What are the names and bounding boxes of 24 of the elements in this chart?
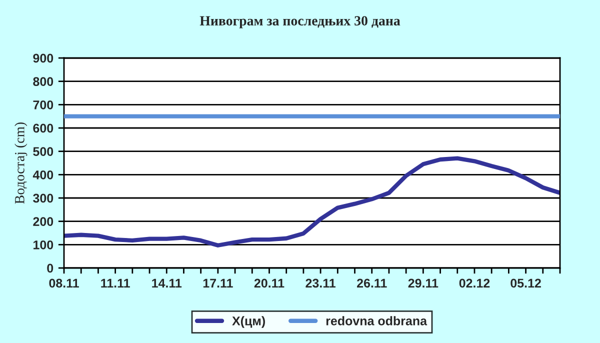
x-tick-label: 26.11 [357,278,387,288]
y-tick-label: 500 [33,147,54,156]
y-tick-label: 900 [33,54,54,63]
chart-title: Нивограм за последњих 30 дана [200,16,400,28]
y-axis-title: Водостај (cm) [14,122,28,204]
y-tick-label: 400 [32,170,54,180]
y-tick-label: 300 [33,194,54,203]
y-tick-label: 800 [33,77,54,86]
x-tick-label: 23.11 [306,278,336,288]
x-tick-label: 17.11 [203,278,233,288]
x-tick-label: 05.12 [510,278,541,288]
x-tick-label: 11.11 [101,278,130,288]
y-tick-label: 0 [47,264,54,273]
x-tick-label: 08.11 [49,278,79,288]
y-tick-label: 600 [33,124,54,133]
x-tick-label: 20.11 [254,278,284,288]
legend-label: X(цм) [232,316,265,328]
x-tick-label: 29.11 [408,278,438,288]
x-tick-label: 02.12 [459,278,490,288]
x-tick-label: 14.11 [152,278,182,288]
y-tick-label: 100 [34,240,54,250]
legend-label: redovna odbrana [326,316,428,326]
y-tick-label: 700 [33,100,54,110]
y-tick-label: 200 [33,217,54,226]
